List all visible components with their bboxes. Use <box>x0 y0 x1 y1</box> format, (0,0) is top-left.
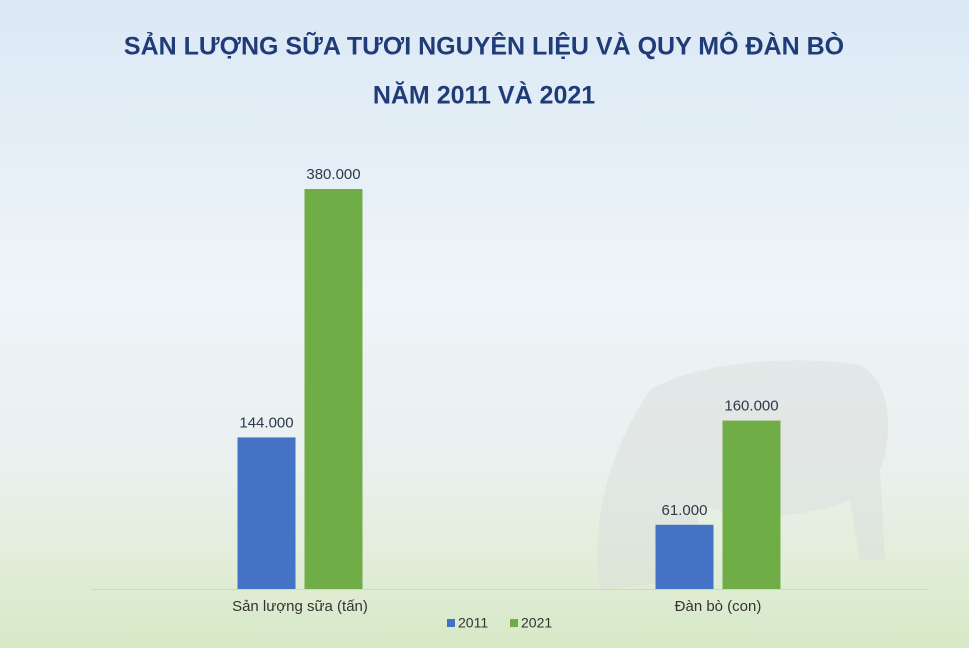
data-label: 380.000 <box>306 166 360 183</box>
bar <box>722 420 781 589</box>
legend-swatch <box>510 619 518 627</box>
legend-label: 2011 <box>458 615 488 631</box>
x-tick-label: Đàn bò (con) <box>675 598 762 615</box>
data-label: 160.000 <box>724 398 778 415</box>
legend-label: 2021 <box>521 615 552 631</box>
data-label: 144.000 <box>239 414 293 431</box>
chart-title: NĂM 2011 VÀ 2021 <box>373 81 595 110</box>
x-tick-label: Sản lượng sữa (tấn) <box>232 598 368 615</box>
chart-title: SẢN LƯỢNG SỮA TƯƠI NGUYÊN LIỆU VÀ QUY MÔ… <box>124 31 844 61</box>
data-label: 61.000 <box>662 502 708 519</box>
bar <box>237 437 296 589</box>
bar <box>655 524 714 589</box>
bar <box>304 189 363 589</box>
legend-swatch <box>447 619 455 627</box>
